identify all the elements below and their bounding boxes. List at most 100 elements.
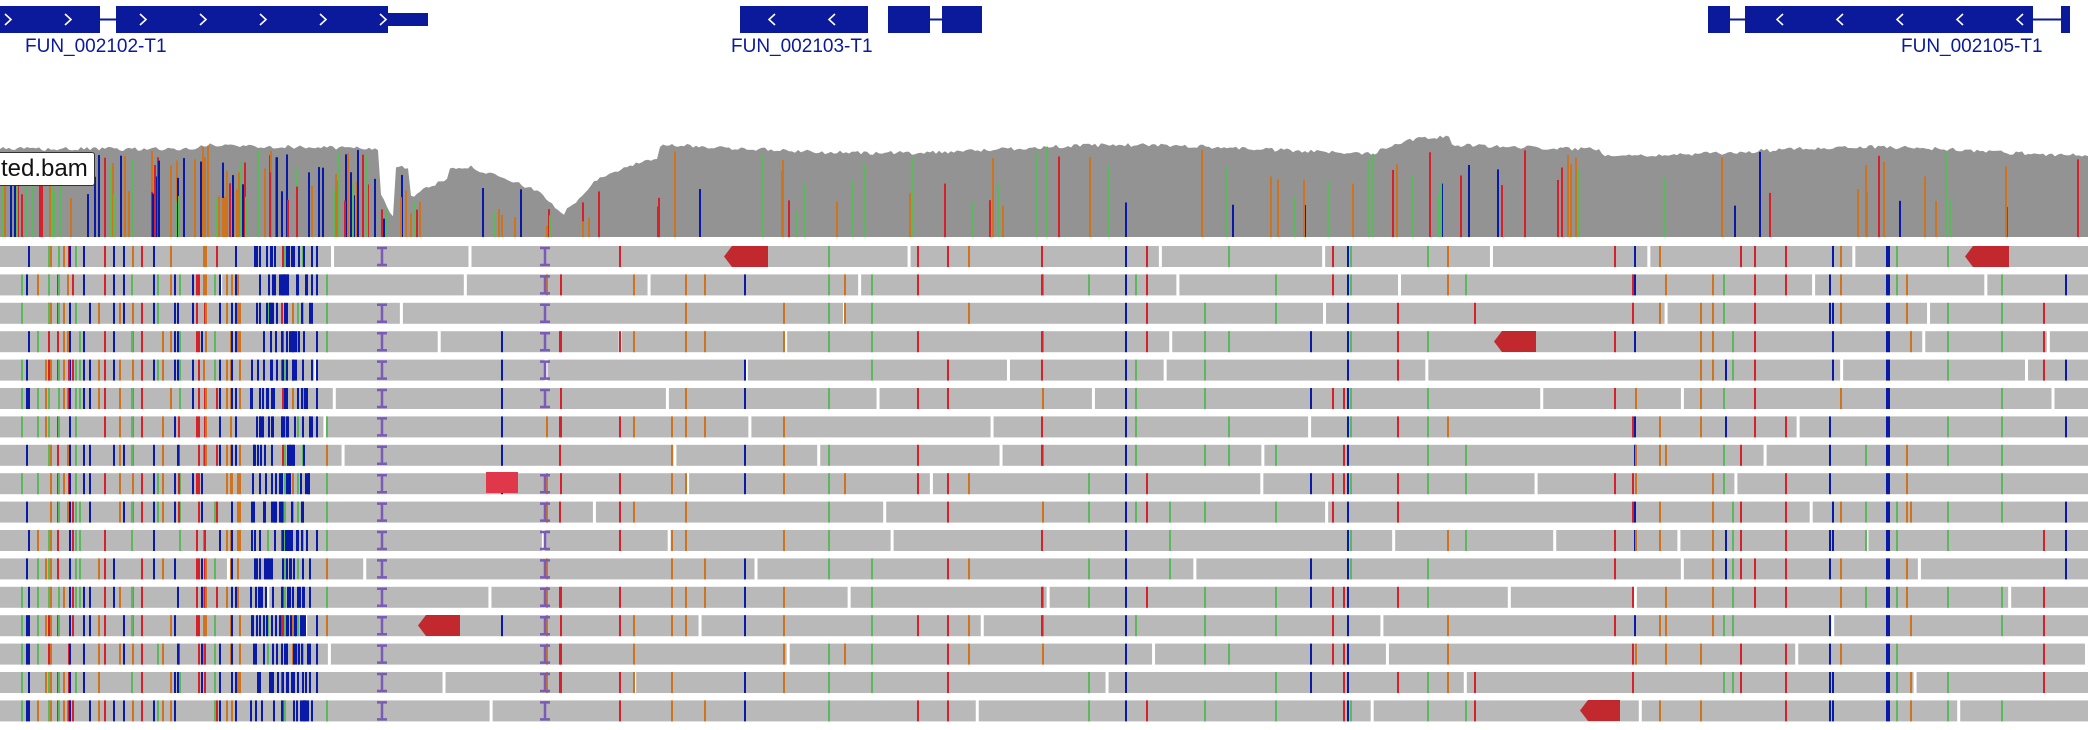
read-insertion — [377, 644, 387, 664]
read-mismatch — [157, 302, 159, 324]
gene-label-fun-002102[interactable]: FUN_002102-T1 — [25, 36, 167, 57]
read-mismatch — [1343, 444, 1345, 466]
read-mismatch — [48, 700, 50, 722]
read-mismatch — [1712, 558, 1714, 580]
read-mismatch — [1634, 615, 1636, 637]
read-mismatch — [285, 530, 287, 551]
read-mismatch — [113, 444, 115, 466]
read-mismatch — [1832, 530, 1834, 551]
read-mismatch — [302, 416, 304, 438]
read-alignment — [2011, 586, 2088, 608]
read-mismatch — [306, 530, 308, 551]
read-mismatch — [685, 530, 687, 551]
read-mismatch — [744, 672, 746, 693]
read-mismatch — [104, 586, 106, 608]
read-mismatch — [289, 586, 291, 608]
read-mismatch — [1332, 388, 1334, 409]
read-mismatch — [69, 302, 71, 324]
alignment-reads-track[interactable] — [0, 246, 2088, 722]
read-mismatch — [214, 501, 216, 523]
read-mismatch — [1447, 643, 1449, 665]
coverage-mismatch-bar — [16, 173, 18, 237]
alignment-track-label[interactable]: ted.bam — [0, 152, 95, 186]
read-mismatch — [546, 643, 548, 665]
read-mismatch — [230, 473, 232, 495]
gene1-strand-arrow — [4, 13, 13, 26]
read-mismatch — [1896, 643, 1898, 665]
read-mismatch — [48, 331, 50, 353]
read-mismatch — [205, 586, 207, 608]
read-mismatch — [177, 359, 179, 381]
read-mismatch — [259, 473, 261, 495]
read-alignment — [886, 501, 1326, 523]
read-mismatch — [231, 615, 233, 637]
read-mismatch — [239, 444, 241, 466]
gene-label-fun-002103[interactable]: FUN_002103-T1 — [731, 36, 873, 57]
read-mismatch — [2001, 302, 2003, 324]
read-mismatch — [198, 473, 200, 495]
read-mismatch — [1888, 615, 1890, 637]
read-mismatch — [219, 388, 221, 409]
read-mismatch — [828, 388, 830, 409]
read-mismatch — [1632, 643, 1634, 665]
read-mismatch — [1723, 444, 1725, 466]
read-alignment — [1930, 302, 2088, 324]
read-mismatch — [297, 530, 299, 551]
read-mismatch — [262, 388, 264, 409]
read-mismatch — [259, 615, 261, 637]
read-mismatch — [231, 444, 233, 466]
read-mismatch — [1740, 558, 1742, 580]
read-mismatch — [1829, 302, 1831, 324]
read-mismatch — [1732, 672, 1734, 693]
read-mismatch — [270, 246, 272, 267]
read-mismatch — [231, 643, 233, 665]
read-mismatch — [89, 615, 91, 637]
read-alignment — [1395, 530, 1554, 551]
read-mismatch — [271, 388, 273, 409]
read-mismatch — [1275, 700, 1277, 722]
read-mismatch — [546, 416, 548, 438]
coverage-mismatch-bar — [1924, 176, 1926, 237]
read-mismatch — [783, 331, 785, 353]
read-mismatch — [1754, 331, 1756, 353]
read-mismatch — [1125, 274, 1127, 296]
read-mismatch — [69, 473, 71, 495]
coverage-mismatch-bar — [366, 156, 368, 237]
read-mismatch — [326, 302, 328, 324]
read-mismatch — [1732, 359, 1734, 381]
coverage-mismatch-bar — [1396, 164, 1398, 237]
coverage-mismatch-bar — [851, 180, 853, 237]
read-mismatch — [237, 331, 239, 353]
read-mismatch — [917, 700, 919, 722]
read-mismatch — [1785, 586, 1787, 608]
read-mismatch — [201, 501, 203, 523]
read-mismatch — [633, 643, 635, 665]
read-mismatch — [295, 643, 297, 665]
read-mismatch — [275, 331, 277, 353]
read-mismatch — [2043, 586, 2045, 608]
read-mismatch — [67, 274, 69, 296]
read-mismatch — [231, 359, 233, 381]
read-alignment — [1737, 473, 2088, 495]
read-mismatch — [196, 331, 198, 353]
read-mismatch — [1310, 473, 1312, 495]
read-mismatch — [1906, 274, 1908, 296]
read-mismatch — [219, 672, 221, 693]
read-alignment — [1326, 302, 1665, 324]
read-alignment — [1166, 359, 1426, 381]
read-alignment — [595, 501, 884, 523]
read-mismatch — [287, 530, 289, 551]
read-mismatch — [216, 246, 218, 267]
read-mismatch — [104, 388, 106, 409]
coverage-mismatch-bar — [49, 169, 51, 237]
read-mismatch — [1832, 700, 1834, 722]
read-mismatch — [671, 558, 673, 580]
read-mismatch — [290, 558, 292, 580]
gene-label-fun-002105[interactable]: FUN_002105-T1 — [1901, 36, 2043, 57]
read-mismatch — [968, 558, 970, 580]
read-mismatch — [253, 501, 255, 523]
read-mismatch — [119, 359, 121, 381]
read-mismatch — [26, 700, 28, 722]
read-alignment — [344, 444, 674, 466]
